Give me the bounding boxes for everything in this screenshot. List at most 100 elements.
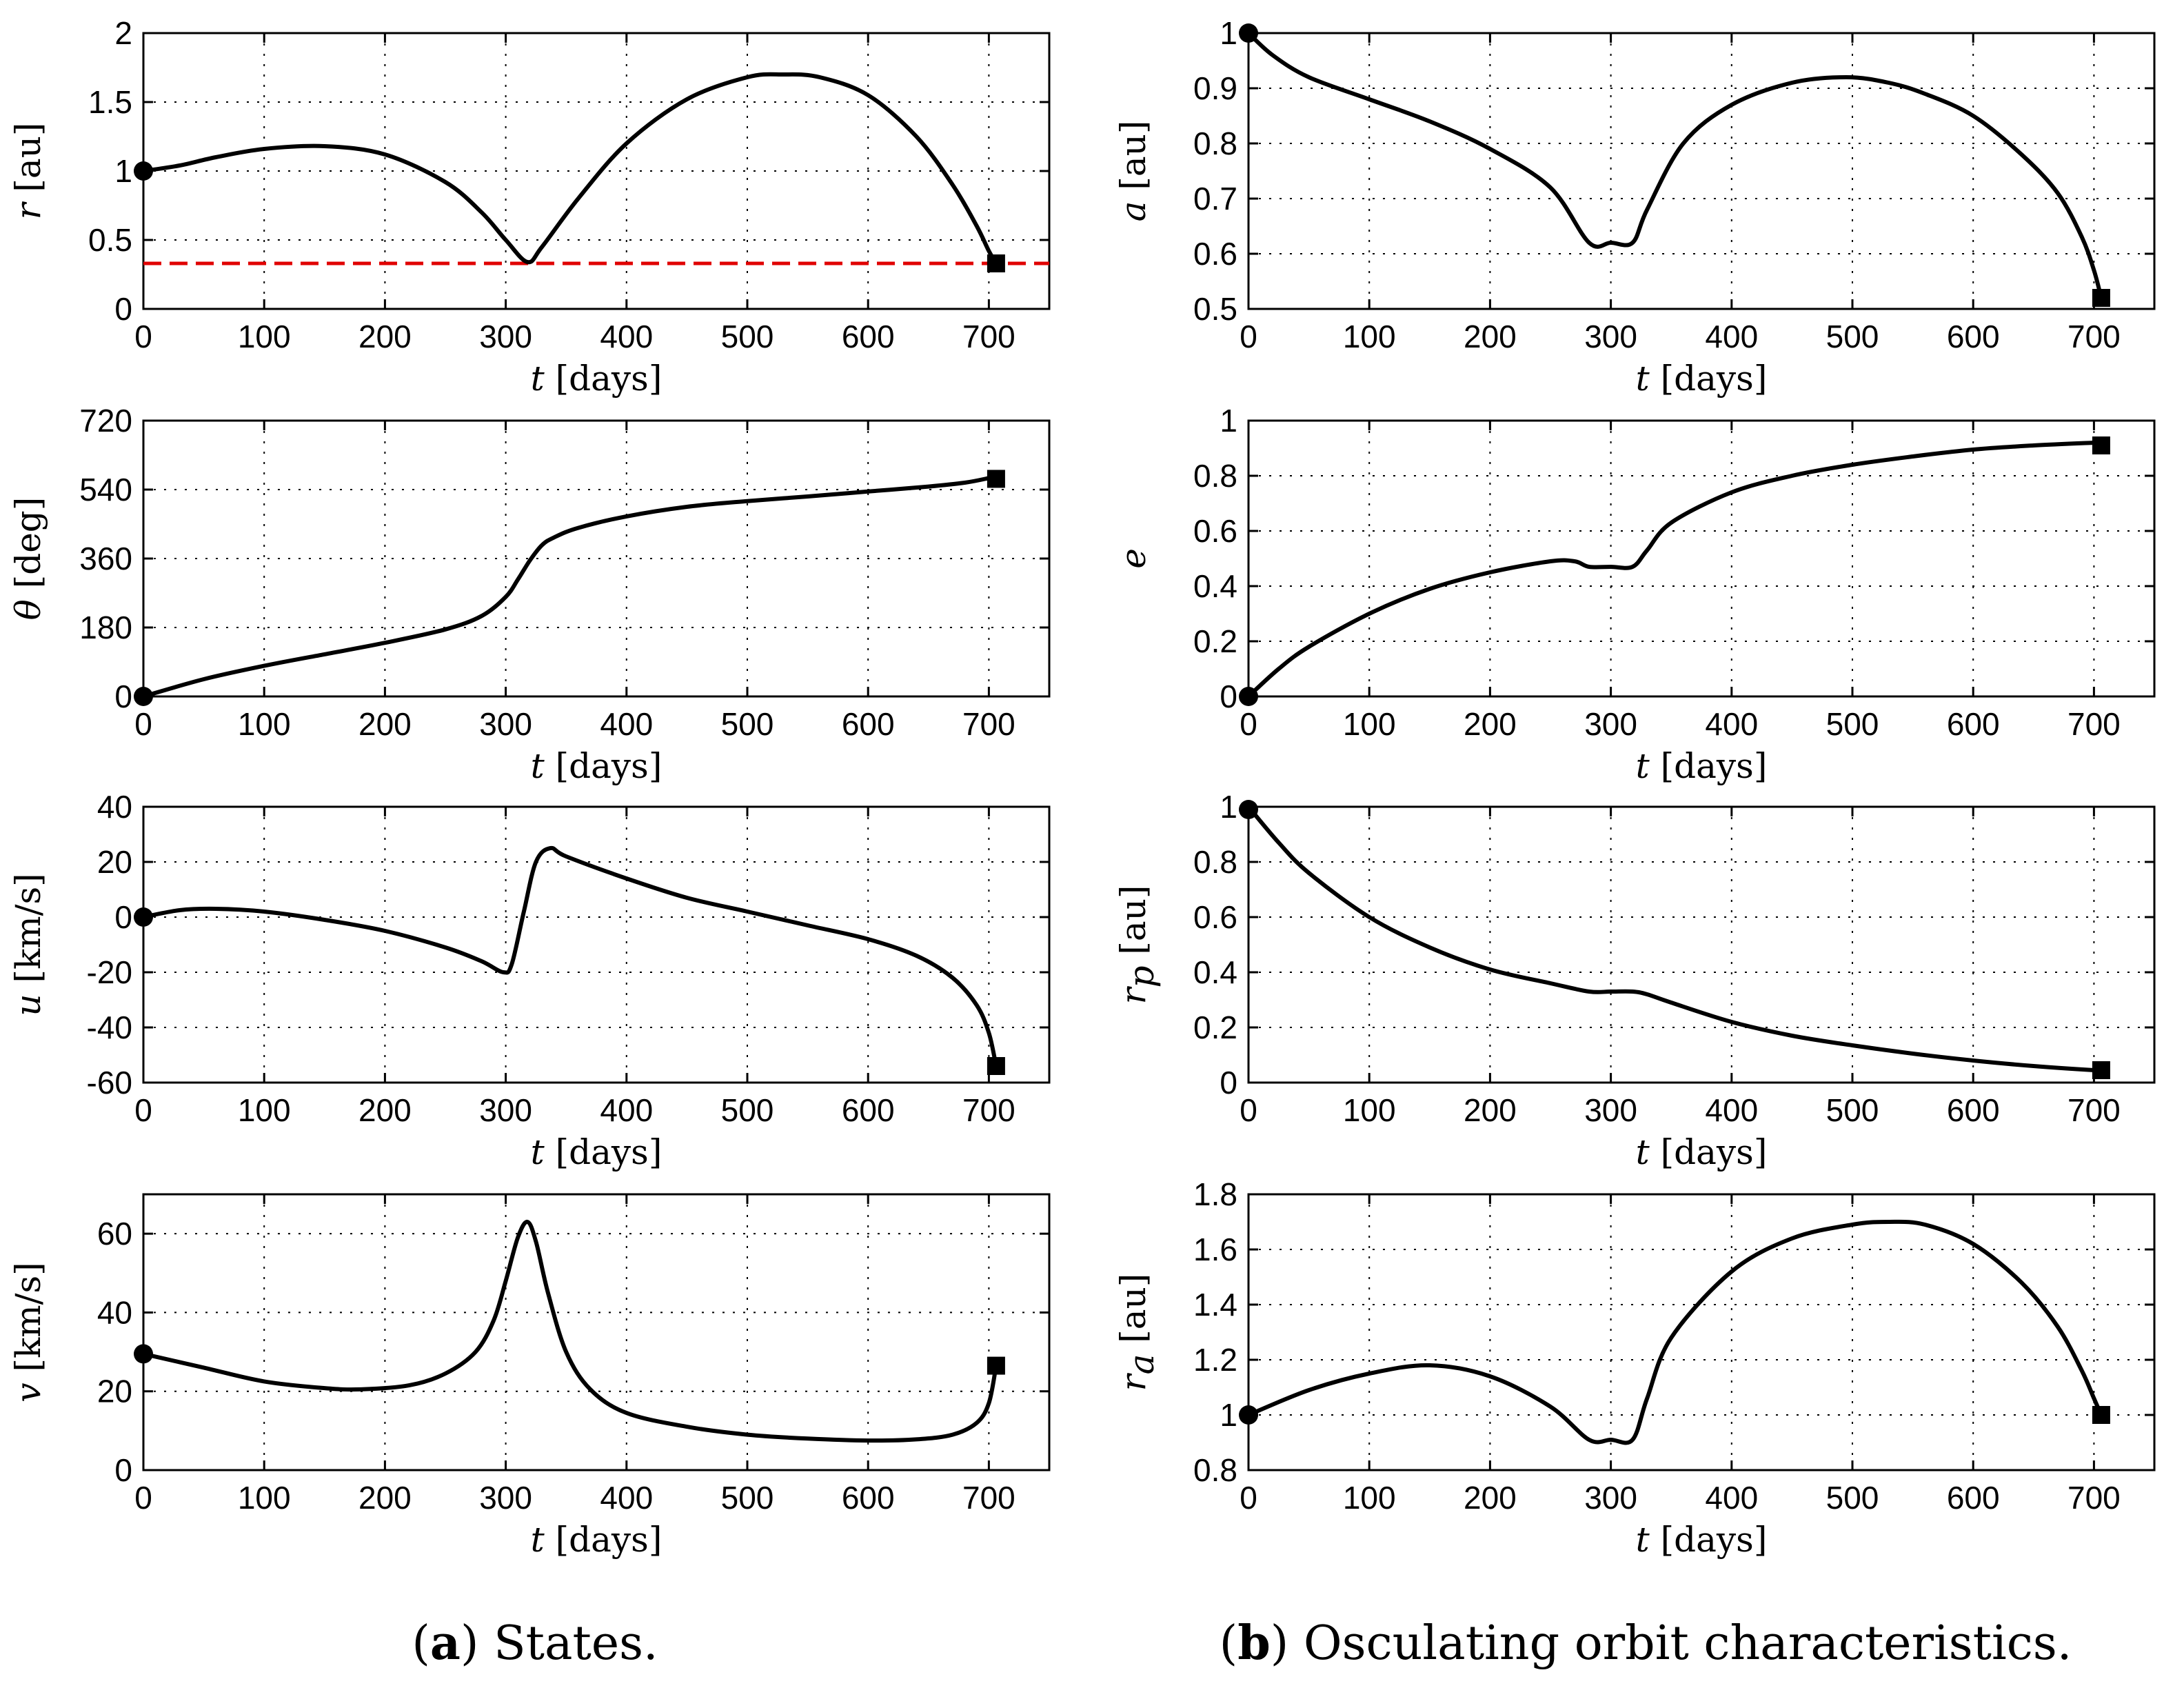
x-axis-unit-a: [days] [1650, 359, 1768, 399]
x-tick-label-r: 500 [721, 319, 774, 354]
start-marker-a [1239, 23, 1258, 43]
x-tick-label-ra: 700 [2067, 1480, 2121, 1516]
x-axis-symbol-u: t [531, 1132, 545, 1172]
x-tick-label-v: 100 [238, 1480, 291, 1516]
y-tick-label-theta: 720 [79, 403, 132, 439]
y-tick-label-a: 0.7 [1193, 181, 1237, 217]
x-axis-unit-ra: [days] [1650, 1520, 1768, 1560]
y-tick-label-e: 1 [1220, 403, 1237, 439]
x-tick-label-u: 0 [134, 1092, 152, 1128]
x-axis-unit-r: [days] [545, 359, 663, 399]
end-marker-theta [987, 470, 1005, 488]
series-line-e [1246, 440, 2104, 699]
y-tick-label-rp: 0.6 [1193, 899, 1237, 935]
x-axis-symbol-theta: t [531, 746, 545, 786]
y-tick-label-rp: 0.4 [1193, 954, 1237, 990]
x-axis-unit-rp: [days] [1650, 1132, 1768, 1172]
caption-right-tag: b [1237, 1616, 1271, 1671]
y-tick-label-a: 0.6 [1193, 236, 1237, 272]
y-axis-unit-rp: [au] [1113, 885, 1153, 966]
y-tick-label-r: 2 [114, 15, 132, 51]
x-tick-label-a: 100 [1343, 319, 1396, 354]
series-line-v [141, 1220, 998, 1443]
series-line-rp [1246, 805, 2104, 1073]
series-line-ra [1246, 1219, 2103, 1445]
y-tick-label-u: 0 [114, 899, 132, 935]
y-tick-label-u: 40 [97, 789, 132, 825]
x-tick-label-e: 300 [1584, 706, 1637, 742]
x-tick-label-e: 0 [1240, 706, 1257, 742]
y-tick-label-rp: 1 [1220, 789, 1237, 825]
x-tick-label-a: 300 [1584, 319, 1637, 354]
y-axis-symbol-v: v [8, 1383, 48, 1402]
y-axis-label-a: a [au] [1113, 121, 1153, 222]
frame-ra [1247, 1193, 2156, 1471]
plot-a: 0 100 200 300 400 500 600 700 0.5 0.6 0.7 0.8 0.9 1 t … [1113, 15, 2156, 399]
x-axis-symbol-v: t [531, 1520, 545, 1560]
x-tick-label-e: 700 [2067, 706, 2121, 742]
y-tick-label-theta: 0 [114, 679, 132, 714]
plot-theta: 0 100 200 300 400 500 600 700 0 180 360 540 720 t [da… [8, 403, 1051, 786]
x-tick-label-rp: 0 [1240, 1092, 1257, 1128]
x-axis-label-r: t [days] [531, 359, 663, 399]
x-tick-label-u: 400 [600, 1092, 653, 1128]
plot-v: 0 100 200 300 400 500 600 700 0 20 40 60 t [days] v [… [8, 1193, 1051, 1560]
end-marker-a [2092, 289, 2110, 307]
y-tick-label-u: -20 [87, 954, 132, 990]
y-tick-label-theta: 180 [79, 610, 132, 645]
y-tick-label-ra: 1.2 [1193, 1342, 1237, 1378]
x-tick-label-v: 200 [358, 1480, 412, 1516]
x-tick-label-ra: 500 [1826, 1480, 1879, 1516]
series-line-theta [141, 474, 998, 699]
y-axis-unit-a: [au] [1113, 121, 1153, 201]
y-axis-symbol-r: r [8, 201, 48, 219]
series-line-a [1246, 31, 2103, 300]
y-axis-unit-r: [au] [8, 123, 48, 203]
x-axis-unit-v: [days] [545, 1520, 663, 1560]
start-marker-theta [134, 687, 153, 706]
x-tick-label-rp: 600 [1947, 1092, 2000, 1128]
x-tick-label-a: 400 [1705, 319, 1758, 354]
y-axis-unit-u: [km/s] [8, 873, 48, 994]
y-axis-unit-v: [km/s] [8, 1262, 48, 1383]
x-tick-label-u: 300 [479, 1092, 532, 1128]
frame-u [142, 805, 1051, 1084]
y-tick-label-ra: 0.8 [1193, 1452, 1237, 1488]
y-axis-label-e: e [1113, 548, 1153, 569]
x-tick-label-a: 600 [1947, 319, 2000, 354]
start-marker-rp [1239, 800, 1258, 819]
x-tick-label-r: 300 [479, 319, 532, 354]
y-tick-label-e: 0.6 [1193, 513, 1237, 549]
y-axis-symbol-rp: r [1113, 985, 1153, 1004]
x-axis-unit-e: [days] [1650, 746, 1768, 786]
y-axis-label-theta: θ [deg] [8, 497, 48, 621]
x-tick-label-e: 200 [1464, 706, 1517, 742]
y-tick-label-theta: 540 [79, 472, 132, 508]
x-tick-label-ra: 100 [1343, 1480, 1396, 1516]
frame-rp [1247, 805, 2156, 1084]
y-axis-unit-theta: [deg] [8, 497, 48, 600]
y-axis-symbol-theta: θ [8, 599, 48, 620]
plot-u: 0 100 200 300 400 500 600 700 -60 -40 -20 0 20 40 t [d… [8, 789, 1051, 1172]
frame-a [1247, 32, 2156, 310]
y-axis-symbol-ra: r [1113, 1372, 1153, 1391]
end-marker-v [987, 1356, 1005, 1375]
x-tick-label-ra: 200 [1464, 1480, 1517, 1516]
frame-v [142, 1193, 1051, 1471]
x-axis-label-theta: t [days] [531, 746, 663, 786]
x-tick-label-theta: 300 [479, 706, 532, 742]
x-tick-label-a: 500 [1826, 319, 1879, 354]
y-axis-label-r: r [au] [8, 123, 48, 220]
y-axis-symbol-e: e [1113, 548, 1153, 569]
caption-right: (b) Osculating orbit characteristics. [1220, 1616, 2072, 1671]
y-tick-label-u: -60 [87, 1065, 132, 1101]
x-tick-label-theta: 400 [600, 706, 653, 742]
plot-r: 0 100 200 300 400 500 600 700 0 0.5 1 1.5 2 t [days] r… [8, 15, 1051, 399]
x-tick-label-ra: 300 [1584, 1480, 1637, 1516]
y-tick-label-r: 0 [114, 291, 132, 327]
y-tick-label-ra: 1.4 [1193, 1287, 1237, 1323]
end-marker-u [987, 1057, 1005, 1075]
x-tick-label-ra: 0 [1240, 1480, 1257, 1516]
x-tick-label-r: 100 [238, 319, 291, 354]
